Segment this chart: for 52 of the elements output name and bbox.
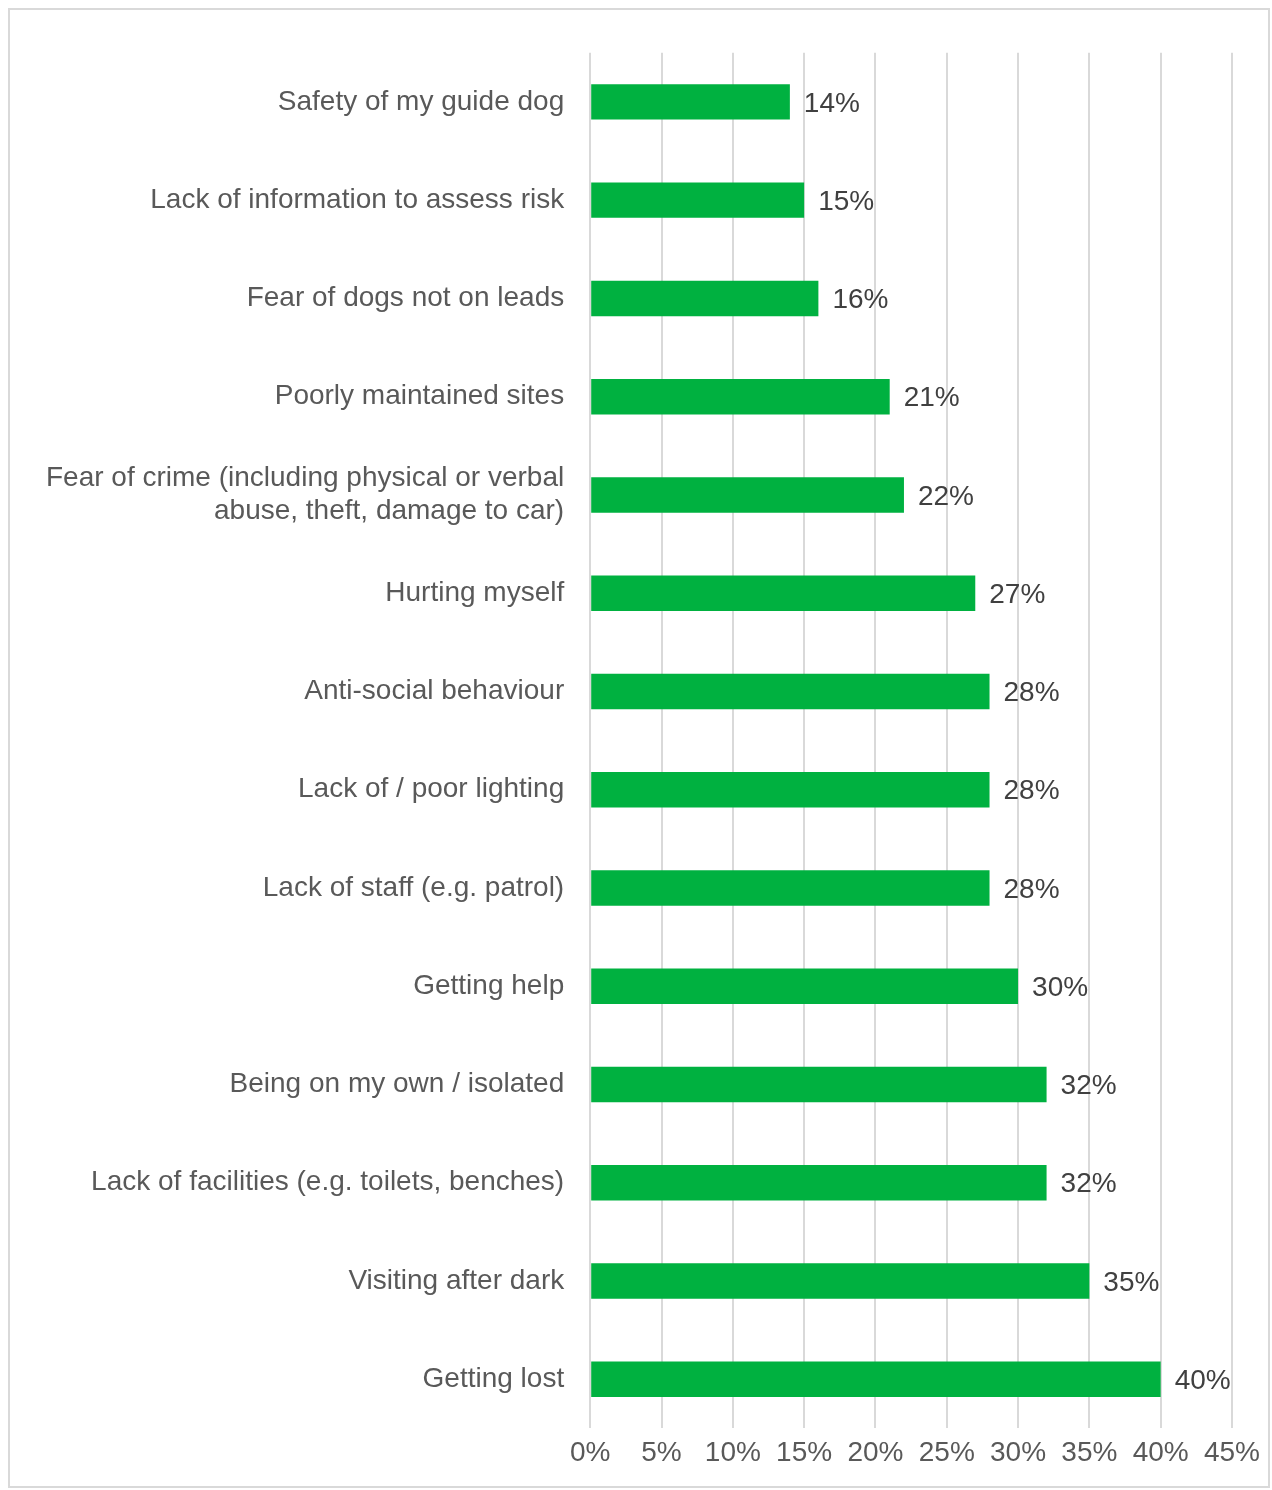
data-label: 30% [1032,970,1089,1002]
y-tick-label: Poorly maintained sites [274,379,565,411]
x-tick-label: 20% [847,1435,904,1467]
bar [591,1361,1161,1397]
x-tick-label: 15% [776,1435,833,1467]
x-tick-label: 45% [1203,1435,1260,1467]
data-label: 27% [989,577,1046,609]
y-tick-label: Anti-social behaviour [304,674,565,706]
x-tick-label: 40% [1132,1435,1189,1467]
bar [591,772,990,808]
bar [591,575,976,611]
y-tick-label: Fear of dogs not on leads [246,281,565,313]
y-tick-label: Getting lost [422,1361,565,1393]
bar [591,1165,1047,1201]
bar [591,1263,1090,1299]
x-tick-label: 30% [990,1435,1047,1467]
bar [591,280,819,317]
bar [591,673,990,710]
bar [591,1066,1047,1103]
data-label: 21% [903,381,960,413]
bar [591,477,904,513]
data-label: 32% [1060,1069,1117,1101]
data-label: 32% [1060,1167,1117,1199]
x-tick-label: 5% [641,1435,682,1467]
data-label: 16% [832,283,889,315]
y-tick-label: Getting help [413,968,565,1000]
bar [591,968,1019,1004]
y-tick-label: Hurting myself [385,575,565,607]
data-label: 28% [1003,676,1060,708]
bar [591,379,890,415]
data-label: 28% [1003,872,1060,904]
bar [591,182,805,218]
data-label: 15% [818,184,875,216]
data-label: 40% [1174,1363,1231,1395]
y-tick-label: Safety of my guide dog [277,84,565,116]
x-tick-label: 35% [1061,1435,1118,1467]
bar [591,84,790,120]
y-tick-label: Lack of facilities (e.g. toilets, benches) [91,1165,565,1197]
y-tick-label: Being on my own / isolated [229,1067,565,1099]
y-tick-label: Visiting after dark [348,1263,566,1295]
data-label: 22% [917,479,975,511]
x-tick-label: 25% [918,1435,975,1467]
x-tick-label: 0% [569,1435,611,1467]
x-tick-label: 10% [704,1435,761,1467]
data-label: 28% [1003,774,1060,806]
y-tick-label: Fear of crime (including physical or verbal abuse, theft, damage to car) [45,460,565,526]
bar [591,870,990,906]
y-tick-label: Lack of / poor lighting [298,772,565,804]
y-tick-label: Lack of staff (e.g. patrol) [262,870,565,902]
y-tick-label: Lack of information to assess risk [150,182,566,214]
data-label: 35% [1103,1265,1160,1297]
data-label: 14% [803,86,860,118]
